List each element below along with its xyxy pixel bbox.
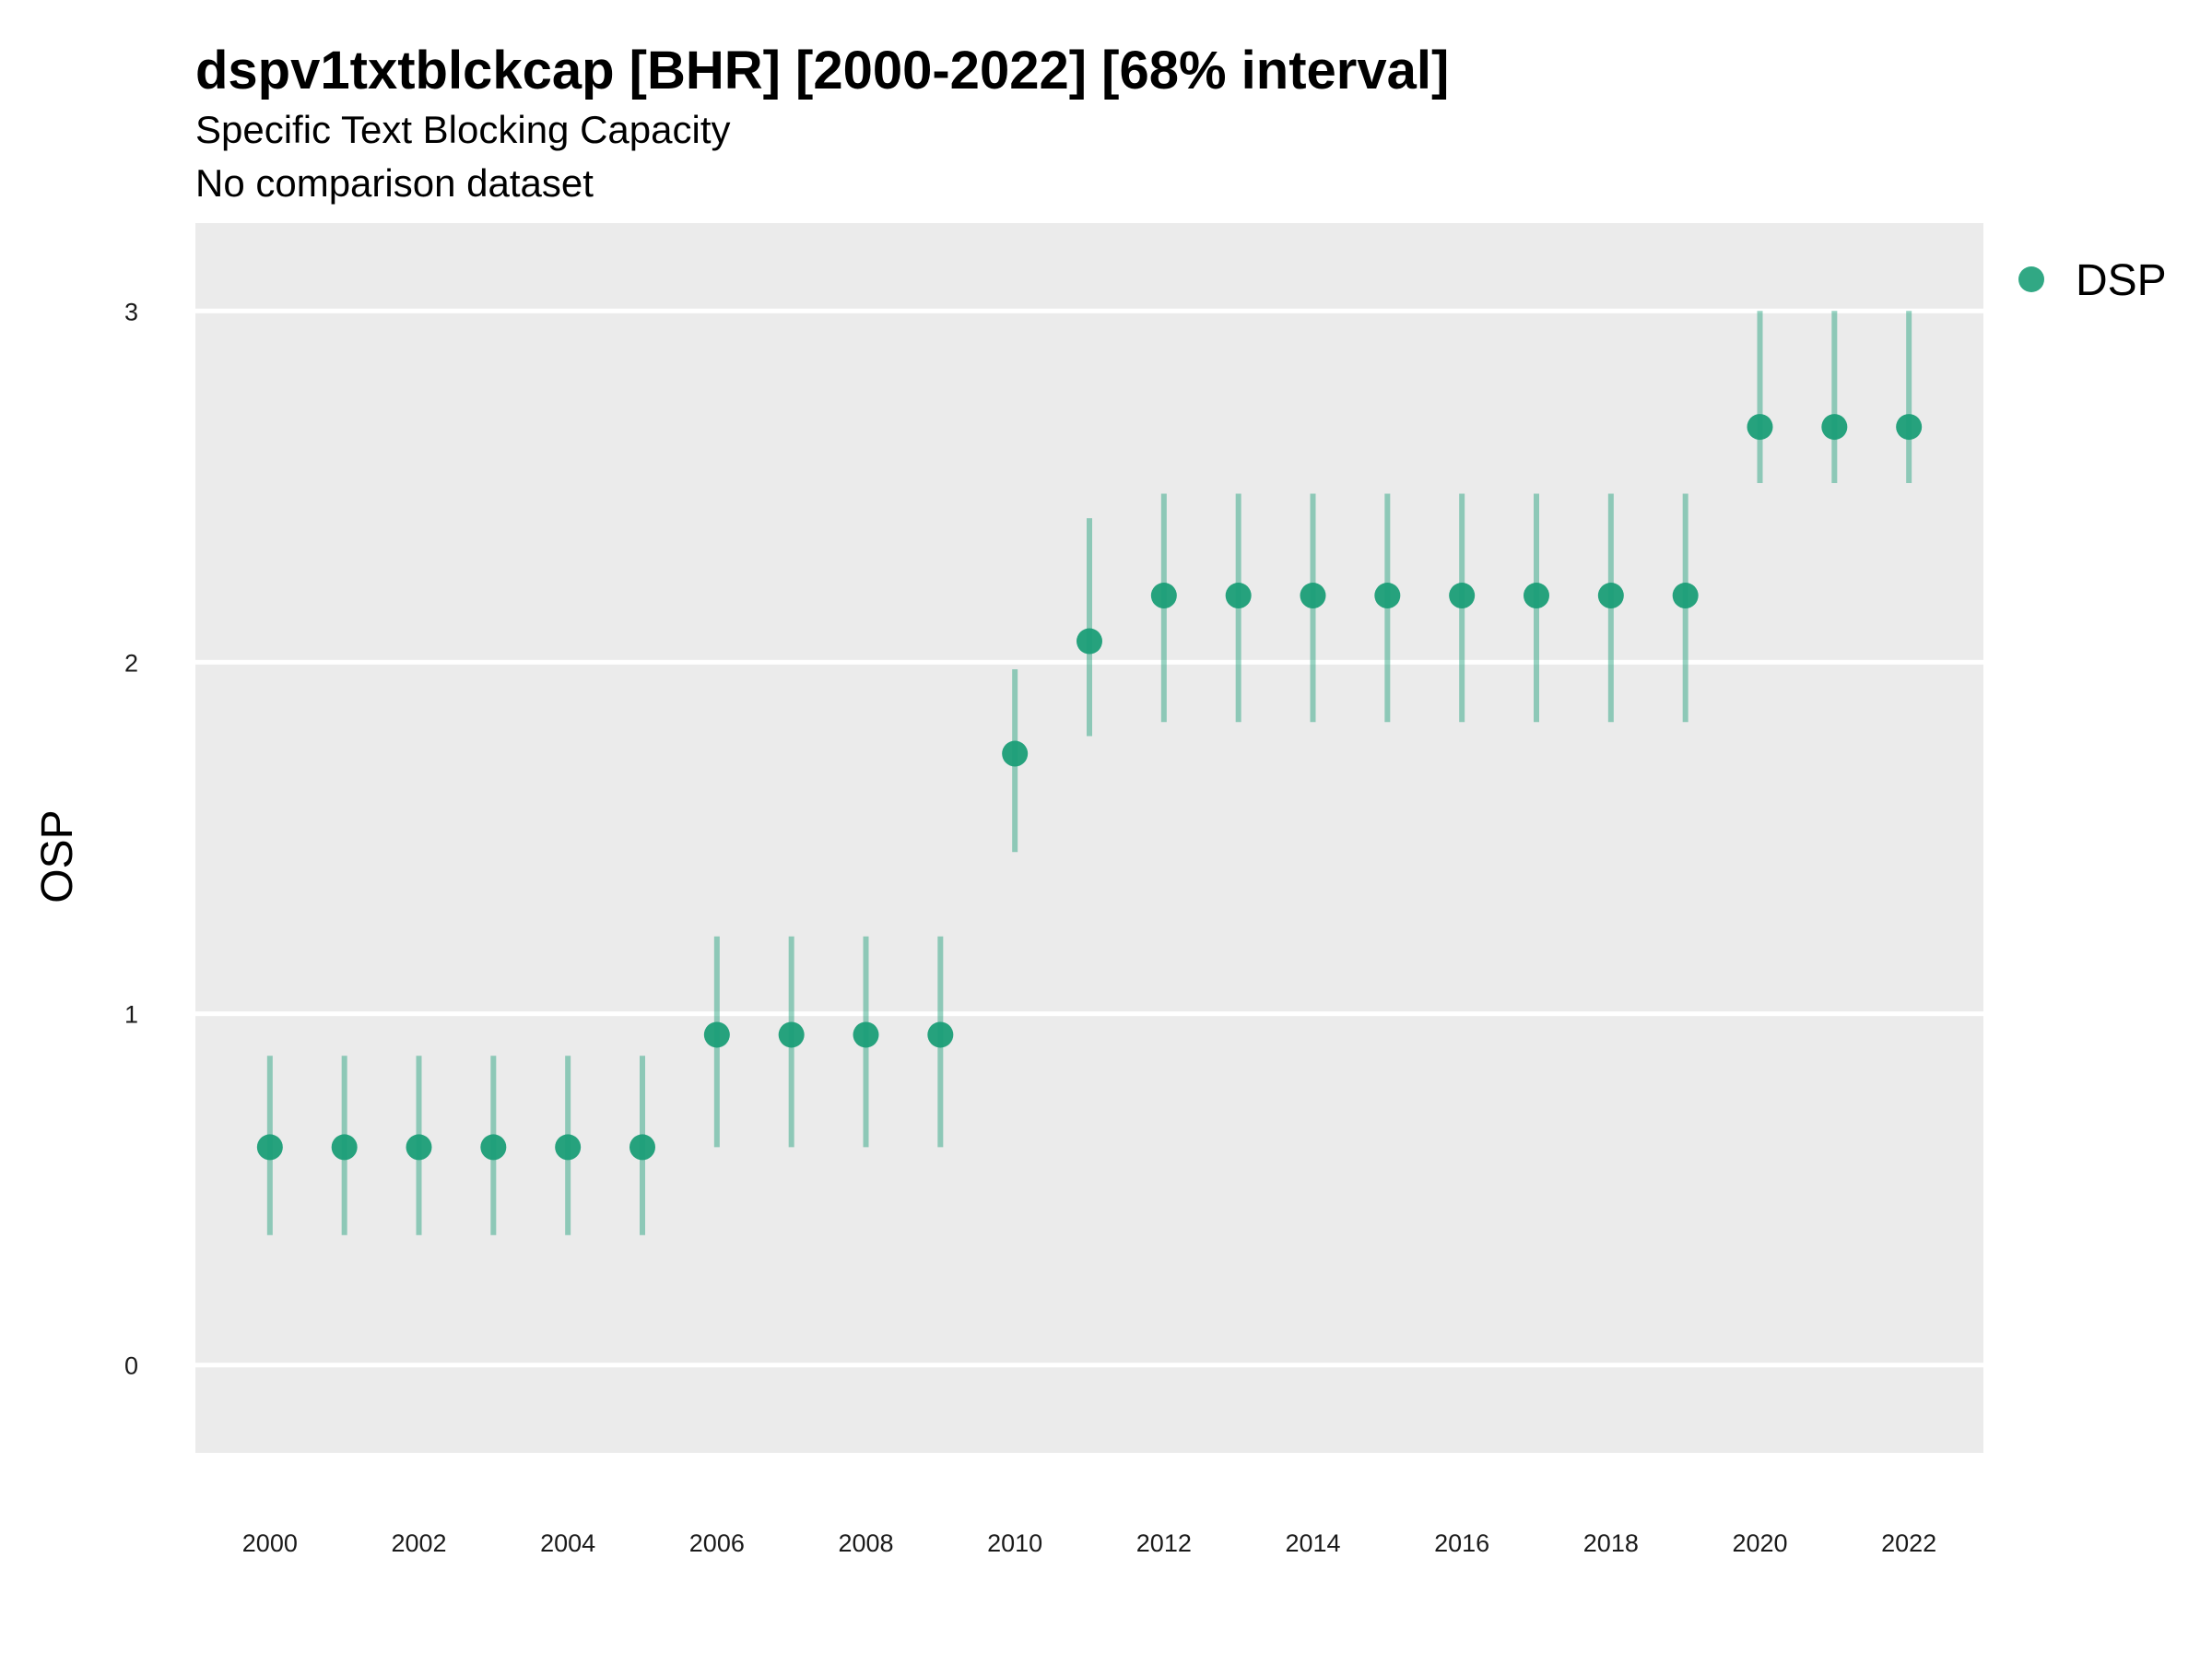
data-point-2008 bbox=[853, 1021, 879, 1048]
y-axis-ticks: 0 1 2 3 bbox=[124, 298, 138, 1379]
x-tick-label-2020: 2020 bbox=[1732, 1529, 1787, 1557]
legend-key-dsp bbox=[2018, 266, 2044, 292]
x-tick-label-2010: 2010 bbox=[987, 1529, 1042, 1557]
y-tick-label-1: 1 bbox=[124, 1001, 138, 1029]
chart-caption: No comparison dataset bbox=[195, 161, 594, 205]
x-tick-label-2018: 2018 bbox=[1583, 1529, 1639, 1557]
data-point-2000 bbox=[256, 1134, 283, 1161]
data-point-2007 bbox=[778, 1021, 805, 1048]
x-tick-label-2016: 2016 bbox=[1434, 1529, 1489, 1557]
data-point-2013 bbox=[1225, 583, 1252, 609]
data-point-2021 bbox=[1821, 414, 1848, 441]
plot-panel bbox=[195, 223, 1983, 1453]
x-tick-label-2012: 2012 bbox=[1136, 1529, 1192, 1557]
data-point-2016 bbox=[1449, 583, 1476, 609]
data-point-2022 bbox=[1896, 414, 1923, 441]
x-tick-label-2004: 2004 bbox=[540, 1529, 595, 1557]
data-point-2011 bbox=[1077, 628, 1102, 655]
grid-lines bbox=[195, 308, 1983, 1368]
data-point-2015 bbox=[1374, 583, 1401, 609]
data-point-2009 bbox=[927, 1021, 954, 1048]
y-tick-label-0: 0 bbox=[124, 1352, 138, 1380]
y-tick-label-2: 2 bbox=[124, 649, 138, 677]
chart-title: dspv1txtblckcap [BHR] [2000-2022] [68% i… bbox=[195, 41, 1449, 100]
data-point-2012 bbox=[1150, 583, 1177, 609]
data-point-2006 bbox=[703, 1021, 730, 1048]
data-point-2019 bbox=[1672, 583, 1699, 609]
data-point-2017 bbox=[1524, 583, 1549, 609]
data-point-2005 bbox=[629, 1134, 655, 1161]
data-point-2002 bbox=[406, 1134, 432, 1161]
data-points bbox=[256, 414, 1923, 1161]
data-point-2020 bbox=[1747, 414, 1773, 441]
y-axis-title: OSP bbox=[33, 809, 82, 903]
x-tick-label-2022: 2022 bbox=[1881, 1529, 1936, 1557]
x-tick-label-2000: 2000 bbox=[242, 1529, 298, 1557]
data-point-2004 bbox=[555, 1134, 582, 1161]
x-tick-label-2014: 2014 bbox=[1285, 1529, 1340, 1557]
data-point-2018 bbox=[1597, 583, 1624, 609]
x-tick-label-2008: 2008 bbox=[838, 1529, 893, 1557]
data-point-2003 bbox=[480, 1134, 507, 1161]
x-tick-label-2006: 2006 bbox=[689, 1529, 745, 1557]
x-tick-label-2002: 2002 bbox=[391, 1529, 446, 1557]
y-tick-label-3: 3 bbox=[124, 298, 138, 325]
data-point-2014 bbox=[1300, 583, 1326, 609]
data-point-2010 bbox=[1002, 740, 1029, 767]
legend-label-dsp: DSP bbox=[2076, 256, 2167, 305]
legend: DSP bbox=[2018, 256, 2167, 305]
x-axis-ticks: 2000 2002 2004 2006 2008 2010 2012 2014 2016 2018… bbox=[242, 1529, 1936, 1557]
chart-subtitle: Specific Text Blocking Capacity bbox=[195, 108, 731, 151]
data-point-2001 bbox=[331, 1134, 358, 1161]
